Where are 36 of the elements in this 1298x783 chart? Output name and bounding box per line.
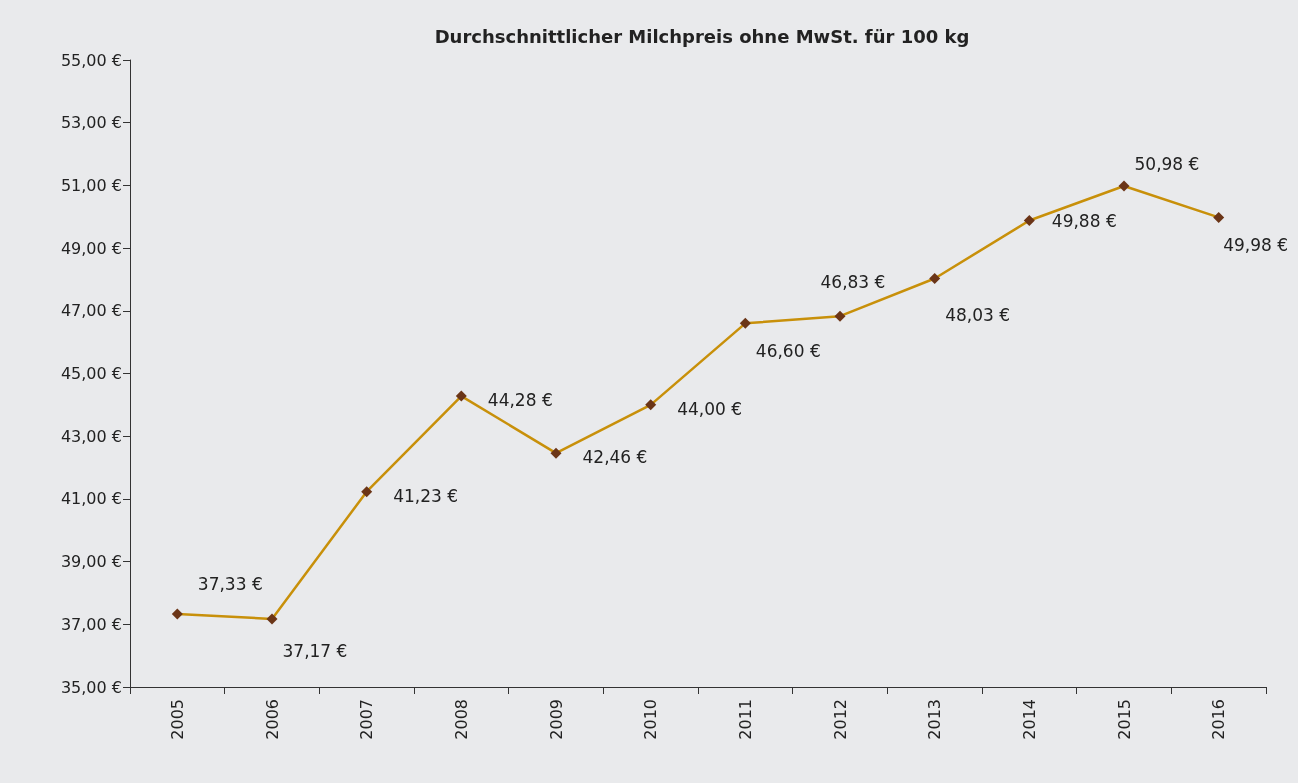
chart-title: Durchschnittlicher Milchpreis ohne MwSt. für 100 kg: [434, 25, 970, 47]
y-tick-label: 45,00 €: [60, 364, 122, 383]
data-label: 37,33 €: [197, 573, 263, 594]
data-label: 48,03 €: [945, 304, 1011, 325]
x-tick-label: 2012: [830, 699, 850, 740]
y-tick-label: 47,00 €: [60, 301, 122, 321]
x-tick-label: 2015: [1114, 699, 1134, 740]
data-label: 46,83 €: [820, 272, 886, 293]
y-tick-label: 43,00 €: [60, 426, 122, 446]
y-tick-label: 53,00 €: [60, 113, 122, 133]
data-label: 44,28 €: [487, 390, 553, 411]
y-tick-label: 39,00 €: [60, 552, 122, 572]
y-tick-label: 35,00 €: [60, 677, 122, 697]
x-tick-label: 2006: [262, 699, 282, 740]
data-label: 50,98 €: [1134, 154, 1200, 175]
x-tick-label: 2011: [735, 699, 755, 740]
y-tick-label: 41,00 €: [60, 489, 122, 509]
x-tick-label: 2007: [357, 699, 377, 740]
x-tick-label: 2008: [451, 699, 471, 740]
data-label: 49,88 €: [1051, 210, 1117, 231]
y-tick-label: 55,00 €: [60, 50, 122, 70]
x-tick-label: 2009: [546, 699, 566, 740]
x-tick-label: 2010: [641, 699, 661, 740]
data-label: 41,23 €: [393, 485, 459, 506]
data-label: 46,60 €: [755, 341, 821, 362]
y-tick-label: 51,00 €: [60, 175, 122, 195]
data-label: 49,98 €: [1223, 235, 1289, 256]
data-label: 44,00 €: [677, 398, 743, 419]
y-tick-label: 49,00 €: [60, 238, 122, 258]
x-tick-label: 2014: [1019, 699, 1039, 740]
data-label: 42,46 €: [582, 447, 648, 468]
data-label: 37,17 €: [282, 640, 348, 661]
x-tick-label: 2013: [925, 699, 945, 740]
y-tick-label: 37,00 €: [60, 614, 122, 634]
x-tick-label: 2005: [167, 699, 187, 740]
x-tick-label: 2016: [1209, 699, 1229, 740]
